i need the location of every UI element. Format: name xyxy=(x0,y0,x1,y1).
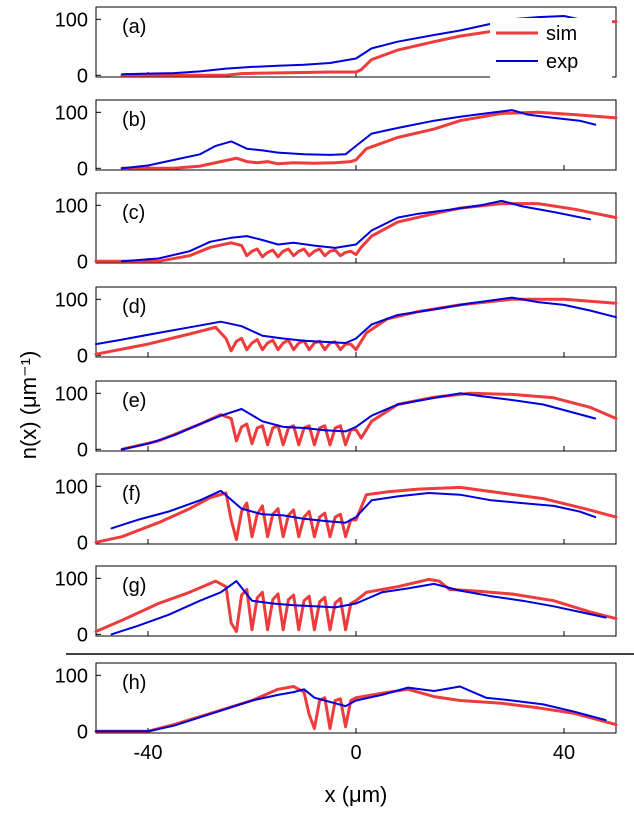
y-tick-label: 0 xyxy=(77,624,88,646)
y-tick-label: 100 xyxy=(55,476,88,498)
y-axis-title: n(x) (μm⁻¹) xyxy=(16,351,41,460)
y-tick-label: 0 xyxy=(77,532,88,554)
series-sim-line xyxy=(94,577,618,633)
panel-g: 0 100 (g) xyxy=(55,565,618,646)
series-exp-line xyxy=(121,109,597,170)
panel-e: 0 100 (e) xyxy=(55,380,618,461)
y-tick-label: 100 xyxy=(55,195,88,217)
series-exp-line xyxy=(95,685,607,733)
y-tick-label: 100 xyxy=(55,568,88,590)
y-tick-label: 0 xyxy=(77,345,88,367)
x-tick-label: 0 xyxy=(350,742,361,764)
y-tick-label: 0 xyxy=(77,251,88,273)
axes-box xyxy=(95,380,617,452)
panel-c: 0 100 (c) xyxy=(55,192,618,273)
panel-label: (d) xyxy=(122,296,146,318)
panel-label: (g) xyxy=(122,575,146,597)
legend: sim exp xyxy=(490,18,612,80)
series-sim-line xyxy=(94,485,618,544)
y-tick-label: 100 xyxy=(55,383,88,405)
panel-b: 0 100 (b) xyxy=(55,99,618,180)
panels-group: 0 100 (a) 0 100 (b) 0 100 (c) 0 100 (d) 0 100 (e) 0 100 (… xyxy=(55,6,618,764)
series-sim-line xyxy=(120,391,618,451)
series-sim-line xyxy=(94,297,618,356)
panel-label: (h) xyxy=(122,672,146,694)
y-tick-label: 0 xyxy=(77,721,88,743)
y-tick-label: 100 xyxy=(55,9,88,31)
panel-label: (a) xyxy=(122,16,146,38)
panel-h: 0 100 (h) xyxy=(55,662,618,743)
series-exp-line xyxy=(121,199,591,263)
x-tick-label: -40 xyxy=(134,742,163,764)
series-exp-line xyxy=(121,392,597,451)
x-tick-label: 40 xyxy=(553,742,575,764)
panel-label: (b) xyxy=(122,109,146,131)
y-tick-label: 0 xyxy=(77,439,88,461)
legend-sim-label: sim xyxy=(546,23,577,45)
series-exp-line xyxy=(95,296,617,346)
panel-d: 0 100 (d) xyxy=(55,286,618,367)
panel-label: (e) xyxy=(122,390,146,412)
y-tick-label: 100 xyxy=(55,289,88,311)
y-tick-label: 0 xyxy=(77,158,88,180)
y-tick-label: 0 xyxy=(77,65,88,87)
legend-box xyxy=(490,18,612,80)
series-exp-line xyxy=(110,580,607,636)
series-sim-line xyxy=(94,202,618,263)
panel-label: (c) xyxy=(122,202,145,224)
x-axis-title: x (μm) xyxy=(325,782,388,807)
series-sim-line xyxy=(94,685,618,733)
y-tick-label: 100 xyxy=(55,102,88,124)
axes-box xyxy=(95,286,617,358)
series-sim-line xyxy=(120,20,618,77)
series-sim-line xyxy=(120,110,618,170)
series-exp-line xyxy=(110,489,597,530)
panel-f: 0 100 (f) xyxy=(55,473,618,554)
legend-exp-label: exp xyxy=(546,51,578,73)
panel-label: (f) xyxy=(122,483,141,505)
y-tick-label: 100 xyxy=(55,665,88,687)
